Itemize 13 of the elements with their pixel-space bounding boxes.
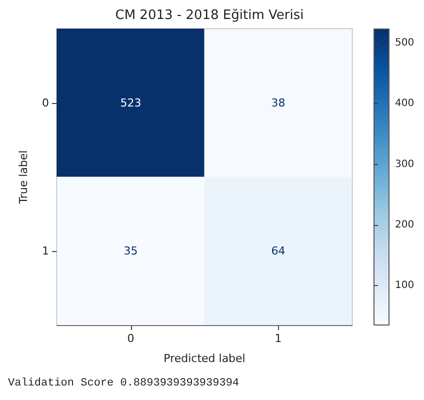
y-axis-title: True label — [17, 150, 30, 205]
data-label: 523 — [120, 96, 142, 110]
color-bar-label: 200 — [395, 219, 414, 230]
data-label: 64 — [271, 244, 286, 258]
color-bar-label: 400 — [395, 98, 414, 110]
color-bar-label: 100 — [395, 280, 414, 292]
chart-title: CM 2013 - 2018 Eğitim Verisi — [115, 8, 304, 23]
color-bar-label: 500 — [395, 37, 414, 48]
data-label: 38 — [271, 96, 286, 110]
color-bar-label: 300 — [395, 158, 414, 170]
x-axis-title: Predicted label — [164, 352, 246, 365]
text: Validation Score 0.8893939393939394 — [8, 378, 240, 390]
data-label: 35 — [124, 244, 138, 258]
